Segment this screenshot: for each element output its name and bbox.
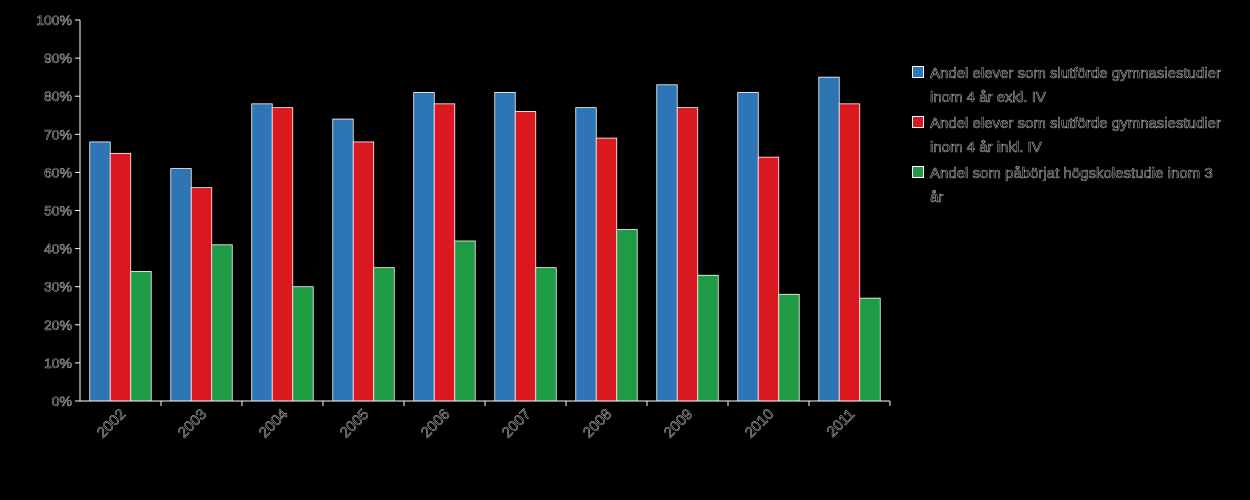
y-tick-label: 60% (44, 164, 72, 180)
x-tick-label-2006: 2006 (418, 406, 454, 442)
bar-2008-series-3 (616, 229, 638, 402)
y-tick-label: 80% (44, 88, 72, 104)
bar-2003-series-1 (170, 168, 192, 402)
bar-2003-series-3 (211, 244, 233, 402)
bar-2004-series-1 (251, 103, 273, 402)
x-tick-label-2011: 2011 (823, 406, 858, 441)
bar-2010-series-3 (778, 293, 800, 402)
bar-2009-series-1 (656, 84, 678, 402)
bar-2004-series-2 (271, 107, 294, 402)
bar-2002-series-3 (130, 271, 152, 402)
y-tick-label: 20% (44, 317, 72, 333)
legend-item-series-3: Andel som påbörjat högskolestudie inom 3… (912, 162, 1242, 210)
bar-2007-series-1 (494, 91, 516, 402)
bar-2004-series-3 (292, 286, 314, 402)
legend-item-series-1: Andel elever som slutförde gymnasiestudi… (912, 62, 1242, 110)
legend-label-series-3: Andel som påbörjat högskolestudie inom 3… (930, 165, 1213, 206)
legend-label-series-1: Andel elever som slutförde gymnasiestudi… (930, 65, 1221, 106)
bar-2011-series-2 (838, 103, 861, 402)
legend-swatch-series-2 (912, 116, 924, 128)
legend-item-series-2: Andel elever som slutförde gymnasiestudi… (912, 112, 1242, 160)
x-tick-label-2003: 2003 (175, 406, 211, 442)
x-axis: 2002 2003 2004 2005 2006 2007 2008 2009 2010 2011 (80, 400, 891, 442)
y-tick-label: 40% (44, 241, 72, 257)
x-tick-label-2010: 2010 (742, 406, 778, 442)
bar-2009-series-3 (697, 274, 719, 402)
bars-group (89, 76, 881, 402)
x-tick-label-2008: 2008 (580, 406, 616, 442)
y-tick-label: 70% (44, 126, 72, 142)
x-tick-label-2004: 2004 (256, 406, 292, 442)
bar-2006-series-3 (454, 240, 476, 402)
bar-2008-series-2 (595, 137, 618, 402)
x-tick-label-2005: 2005 (337, 406, 373, 442)
legend-swatch-series-3 (912, 166, 924, 178)
bar-2005-series-3 (373, 267, 395, 402)
x-tick-label-2009: 2009 (661, 406, 697, 442)
bar-2002-series-1 (89, 141, 111, 402)
y-tick-label: 50% (44, 203, 72, 219)
bar-2011-series-1 (818, 76, 840, 402)
bar-2010-series-2 (757, 156, 780, 402)
bar-2005-series-2 (352, 141, 375, 402)
y-tick-label: 30% (44, 279, 72, 295)
bar-2002-series-2 (109, 152, 132, 402)
bar-2011-series-3 (859, 297, 881, 402)
bar-2007-series-2 (514, 111, 537, 402)
y-tick-label: 0% (52, 393, 72, 409)
bar-2003-series-2 (190, 187, 213, 402)
y-tick-label: 10% (44, 355, 72, 371)
y-tick-label: 90% (44, 50, 72, 66)
bar-2010-series-1 (737, 91, 759, 402)
y-tick-label: 100% (36, 12, 72, 28)
x-tick-label-2007: 2007 (499, 406, 535, 442)
bar-2007-series-3 (535, 267, 557, 402)
bar-2009-series-2 (676, 107, 699, 402)
x-tick-label-2002: 2002 (94, 406, 130, 442)
bar-2005-series-1 (332, 118, 354, 402)
y-axis: 0% 10% 20% 30% 40% 50% 60% 70% 80% 90% 100% (36, 12, 81, 409)
legend-label-series-2: Andel elever som slutförde gymnasiestudi… (930, 115, 1221, 156)
legend-swatch-series-1 (912, 66, 924, 78)
bar-2008-series-1 (575, 107, 597, 402)
legend: Andel elever som slutförde gymnasiestudi… (912, 62, 1242, 212)
bar-2006-series-2 (433, 103, 456, 402)
bar-2006-series-1 (413, 91, 435, 402)
